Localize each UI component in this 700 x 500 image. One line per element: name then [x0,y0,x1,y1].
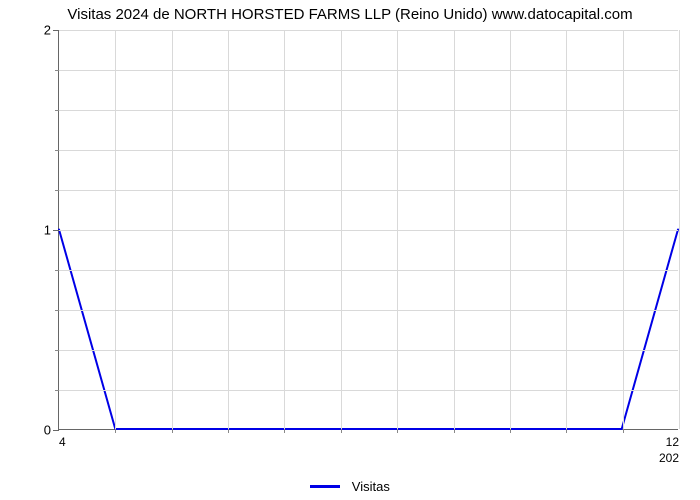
x-tick-minor [510,429,511,433]
y-tick-label: 0 [44,423,59,438]
y-tick-label: 1 [44,223,59,238]
x-tick-minor [623,429,624,433]
x-tick-minor [115,429,116,433]
grid-h-minor [59,150,678,151]
grid-h [59,230,678,231]
grid-v [115,30,116,429]
x-tick-minor [397,429,398,433]
legend-label: Visitas [352,479,390,494]
grid-h-minor [59,310,678,311]
grid-h-minor [59,190,678,191]
grid-v [623,30,624,429]
chart-container: Visitas 2024 de NORTH HORSTED FARMS LLP … [0,0,700,500]
x-tick-minor [341,429,342,433]
grid-v [679,30,680,429]
x-tick-minor [284,429,285,433]
x-tick-minor [566,429,567,433]
plot-area: 012412202 [58,30,678,430]
grid-v [510,30,511,429]
grid-h-minor [59,270,678,271]
grid-h-minor [59,70,678,71]
grid-h-minor [59,350,678,351]
legend-swatch [310,485,340,488]
grid-v [566,30,567,429]
grid-v [341,30,342,429]
grid-v [284,30,285,429]
grid-h-minor [59,390,678,391]
grid-h [59,30,678,31]
grid-v [228,30,229,429]
x-tick-minor [454,429,455,433]
x-sub-label-right: 202 [659,429,679,465]
grid-v [172,30,173,429]
x-tick-minor [228,429,229,433]
legend: Visitas [0,478,700,494]
x-tick-label-left: 4 [59,429,66,449]
chart-title: Visitas 2024 de NORTH HORSTED FARMS LLP … [0,6,700,23]
x-tick-minor [172,429,173,433]
grid-v [454,30,455,429]
grid-v [397,30,398,429]
y-tick-label: 2 [44,23,59,38]
grid-h-minor [59,110,678,111]
